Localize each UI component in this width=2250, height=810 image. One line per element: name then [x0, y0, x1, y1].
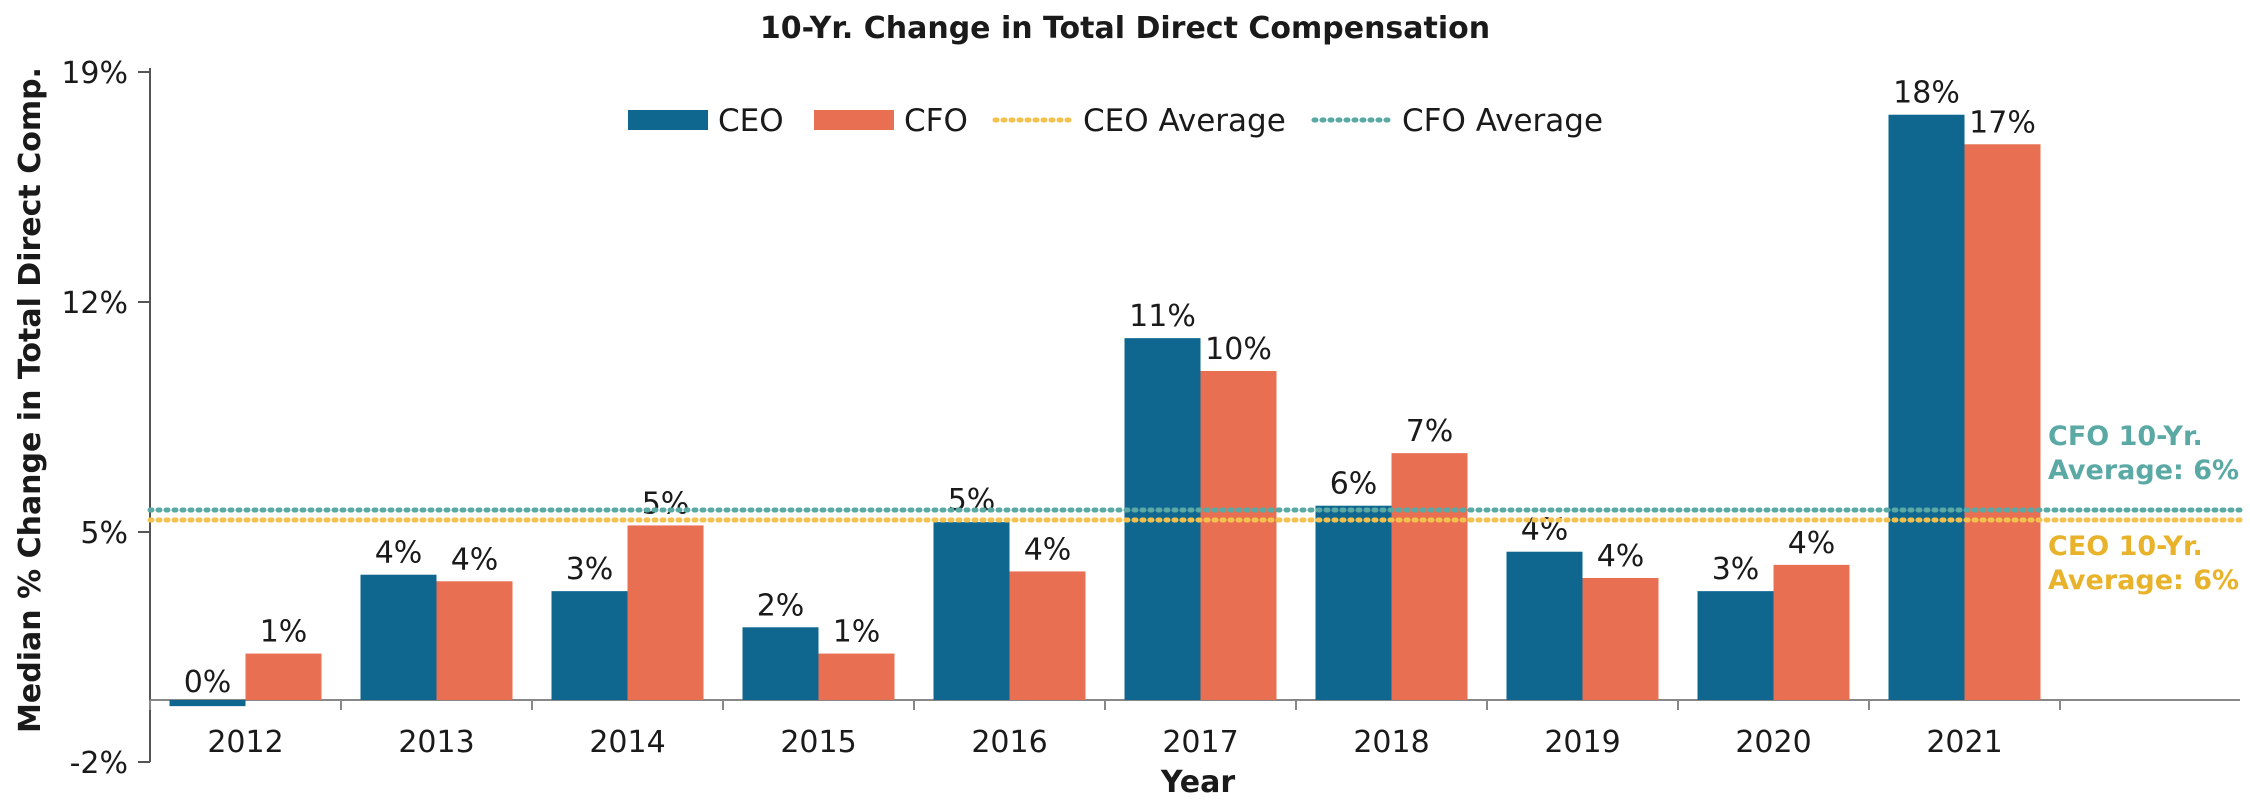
bar-ceo-2015: [742, 627, 819, 700]
bar-cfo-2017: [1200, 371, 1277, 700]
bar-ceo-2016: [933, 522, 1010, 700]
legend-label: CFO Average: [1402, 103, 1603, 139]
bar-cfo-2020: [1773, 564, 1850, 700]
cfo-average-annotation: CFO 10-Yr. Average: 6%: [2048, 421, 2239, 486]
bar-cfo-2013: [436, 581, 513, 700]
legend-swatch: [814, 110, 894, 130]
bar-cfo-2015: [818, 653, 895, 700]
annotation-line: CEO 10-Yr.: [2048, 531, 2203, 562]
y-tick-label: 12%: [61, 286, 128, 321]
legend-item-ceo: CEO: [628, 103, 784, 139]
bar-ceo-2012: [169, 700, 246, 707]
bar-cfo-2016: [1009, 571, 1086, 700]
bar-cfo-2018: [1391, 453, 1468, 700]
data-label: 4%: [451, 542, 499, 577]
data-label: 6%: [1330, 467, 1378, 502]
data-label: 4%: [375, 536, 423, 571]
bar-ceo-2021: [1888, 114, 1965, 700]
x-tick-label: 2018: [1353, 725, 1429, 760]
y-tick-label: 19%: [61, 56, 128, 91]
data-label: 10%: [1205, 332, 1272, 367]
x-tick-label: 2021: [1926, 725, 2002, 760]
data-label: 18%: [1893, 76, 1960, 111]
y-tick-label: -2%: [70, 746, 128, 781]
x-tick-label: 2015: [780, 725, 856, 760]
data-label: 3%: [1712, 552, 1760, 587]
data-label: 2%: [757, 588, 805, 623]
legend-item-cfo-average: CFO Average: [1311, 103, 1603, 139]
x-tick-label: 2016: [971, 725, 1047, 760]
x-tick-label: 2017: [1162, 725, 1238, 760]
data-label: 5%: [642, 486, 690, 521]
x-tick-label: 2019: [1544, 725, 1620, 760]
x-tick-label: 2020: [1735, 725, 1811, 760]
data-label: 5%: [948, 483, 996, 518]
bar-ceo-2014: [551, 591, 628, 700]
data-label: 7%: [1406, 414, 1454, 449]
data-label: 1%: [260, 615, 308, 650]
data-label: 3%: [566, 552, 614, 587]
bar-cfo-2014: [627, 525, 704, 700]
data-label: 11%: [1129, 299, 1196, 334]
x-axis-title: Year: [1160, 765, 1236, 800]
data-label: 4%: [1597, 539, 1645, 574]
y-tick-label: 5%: [80, 516, 128, 551]
x-tick-label: 2013: [398, 725, 474, 760]
bar-cfo-2021: [1964, 144, 2041, 701]
ceo-average-annotation: CEO 10-Yr. Average: 6%: [2048, 531, 2239, 596]
plot-area: 19% 12% 5% -2% 0% 1% 2012 4% 4% 2013 3% 5% 2014 2% 1% 2…: [61, 56, 2243, 781]
average-annotations: CEO 10-Yr. Average: 6%CFO 10-Yr. Average: …: [2048, 421, 2239, 596]
x-tick-label: 2012: [207, 725, 283, 760]
legend-label: CFO: [904, 103, 968, 139]
annotation-line: Average: 6%: [2048, 455, 2239, 486]
data-label: 17%: [1969, 105, 2036, 140]
bar-ceo-2018: [1315, 505, 1392, 700]
legend-item-cfo: CFO: [814, 103, 968, 139]
chart-legend: CEO CFO CEO Average CFO Average: [628, 103, 1603, 139]
data-label: 1%: [833, 615, 881, 650]
x-tick-label: 2014: [589, 725, 665, 760]
data-label: 4%: [1024, 532, 1072, 567]
legend-item-ceo-average: CEO Average: [992, 103, 1286, 139]
annotation-line: CFO 10-Yr.: [2048, 421, 2203, 452]
bar-cfo-2019: [1582, 578, 1659, 700]
bar-cfo-2012: [245, 653, 322, 700]
data-label: 4%: [1788, 526, 1836, 561]
legend-label: CEO: [718, 103, 784, 139]
bar-ceo-2020: [1697, 591, 1774, 700]
bar-ceo-2019: [1506, 551, 1583, 700]
legend-swatch: [628, 110, 708, 130]
annotation-line: Average: 6%: [2048, 565, 2239, 596]
legend-label: CEO Average: [1083, 103, 1286, 139]
chart-title: 10-Yr. Change in Total Direct Compensati…: [760, 11, 1490, 46]
y-axis-title: Median % Change in Total Direct Comp.: [13, 67, 48, 733]
bar-ceo-2013: [360, 574, 437, 700]
data-label: 0%: [184, 665, 232, 700]
